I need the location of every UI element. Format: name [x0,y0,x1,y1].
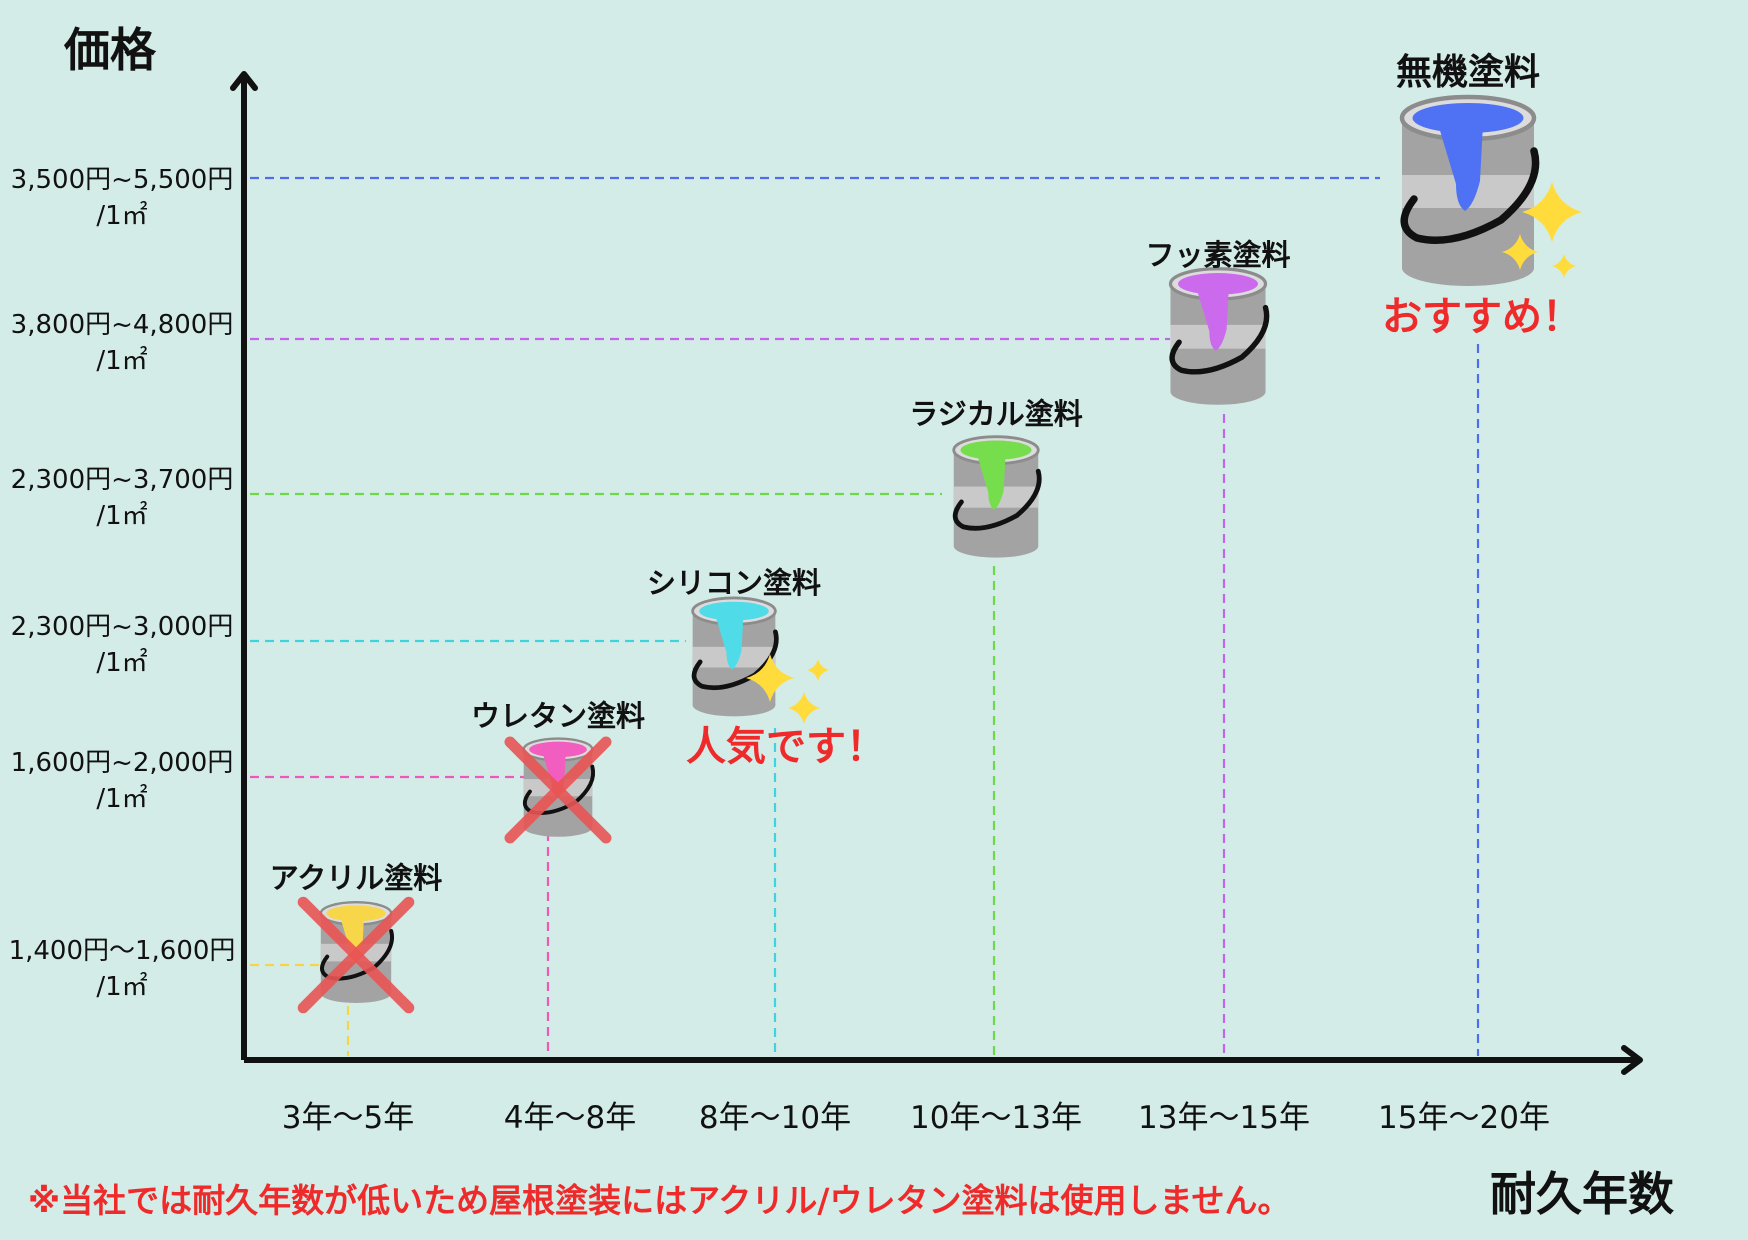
can-handle [522,764,596,815]
price-label: 3,800円~4,800円 [11,310,234,340]
price-label: 1,600円~2,000円 [11,748,234,778]
series-label: ウレタン塗料 [471,699,645,733]
paint-cans: アクリル塗料 ウレタン塗料 シリコン塗料 ラジカル塗料 フッ素塗料 無機塗料 [270,51,1540,1014]
popular-note: 人気です！ [686,724,886,770]
cross-mark [297,896,415,1014]
sparkle-icon [1522,182,1582,242]
price-label: 2,300円~3,700円 [11,465,234,495]
can-handle [691,629,779,691]
paint-can-icon [1168,267,1270,405]
can-bottom [953,534,1039,558]
price-label: 3,500円~5,500円 [11,165,234,195]
footnote: ※当社では耐久年数が低いため屋根塗装にはアクリル/ウレタン塗料は使用しません。 [28,1181,1291,1220]
paint-drip [1196,288,1229,351]
can-handle [1169,304,1270,375]
can-bottom [523,818,593,837]
price-unit-label: /1㎡ [96,201,147,231]
price-unit-label: /1㎡ [96,972,147,1002]
y-axis-title: 価格 [63,23,157,77]
can-bottom [692,693,776,717]
y-axis-arrow [230,71,258,91]
can-handle [320,928,394,981]
x-tick-label: 4年〜8年 [504,1100,636,1136]
can-bottom [1402,250,1534,286]
x-tick-label: 10年〜13年 [910,1100,1082,1136]
sparkle-icon [807,659,829,681]
axes [230,71,1643,1075]
can-handle [1400,147,1540,244]
sparkle-icon [1552,254,1576,278]
sparkle-icon [746,654,794,702]
price-unit-label: /1㎡ [96,346,147,376]
price-unit-label: /1㎡ [96,648,147,678]
price-unit-label: /1㎡ [96,501,147,531]
price-label: 2,300円~3,000円 [11,612,234,642]
series-label: フッ素塗料 [1145,238,1290,272]
paint-can-icon [952,435,1042,558]
annotations: 人気です！ おすすめ！ [686,182,1582,770]
price-label: 1,400円〜1,600円 [9,936,236,966]
x-axis-arrow [1621,1045,1643,1075]
series-label: 無機塗料 [1396,51,1540,93]
x-tick-labels: 3年〜5年 4年〜8年 8年〜10年 10年〜13年 13年〜15年 15年〜20年 [282,1100,1550,1136]
paint-can-icon [1399,94,1540,286]
can-bottom [1170,378,1266,405]
x-tick-label: 13年〜15年 [1138,1100,1310,1136]
cross-mark [504,736,612,844]
series-label: アクリル塗料 [270,861,443,895]
price-unit-label: /1㎡ [96,784,147,814]
x-axis-title: 耐久年数 [1490,1167,1674,1221]
x-tick-label: 15年〜20年 [1378,1100,1550,1136]
paint-drip [976,453,1006,510]
paint-can-icon [691,596,779,717]
guide-lines [250,176,1480,1056]
can-handle [952,468,1042,531]
series-label: ラジカル塗料 [909,397,1082,431]
paint-drip [715,614,744,670]
sparkle-icon [1502,234,1538,270]
x-tick-label: 8年〜10年 [699,1100,851,1136]
sparkle-icon [788,692,820,724]
can-bottom [320,983,392,1003]
recommended-note: おすすめ！ [1382,294,1582,340]
x-tick-label: 3年〜5年 [282,1100,414,1136]
y-price-labels: 1,400円〜1,600円/1㎡ 1,600円~2,000円/1㎡ 2,300円~3… [9,165,236,1002]
paint-drip [1438,124,1483,211]
series-label: シリコン塗料 [647,566,821,600]
